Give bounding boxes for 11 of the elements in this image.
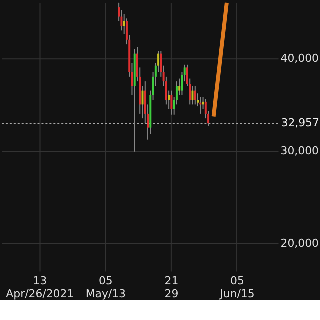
candlestick bbox=[194, 86, 196, 106]
candlestick bbox=[170, 90, 173, 116]
x-tick-label: 05 Jun/15 bbox=[219, 274, 255, 301]
y-tick-label: 40,000 bbox=[280, 52, 320, 65]
ref-line-label: 32,957 bbox=[281, 116, 320, 130]
x-tick-label: 21 29 bbox=[164, 274, 179, 301]
y-tick-label: 20,000 bbox=[280, 236, 320, 250]
x-tick-label: 05 May/13 bbox=[86, 274, 126, 301]
y-tick-label: 30,000 bbox=[280, 144, 320, 158]
x-tick-label: 13 Apr/26/2021 bbox=[6, 274, 74, 301]
line-series bbox=[212, 0, 229, 119]
